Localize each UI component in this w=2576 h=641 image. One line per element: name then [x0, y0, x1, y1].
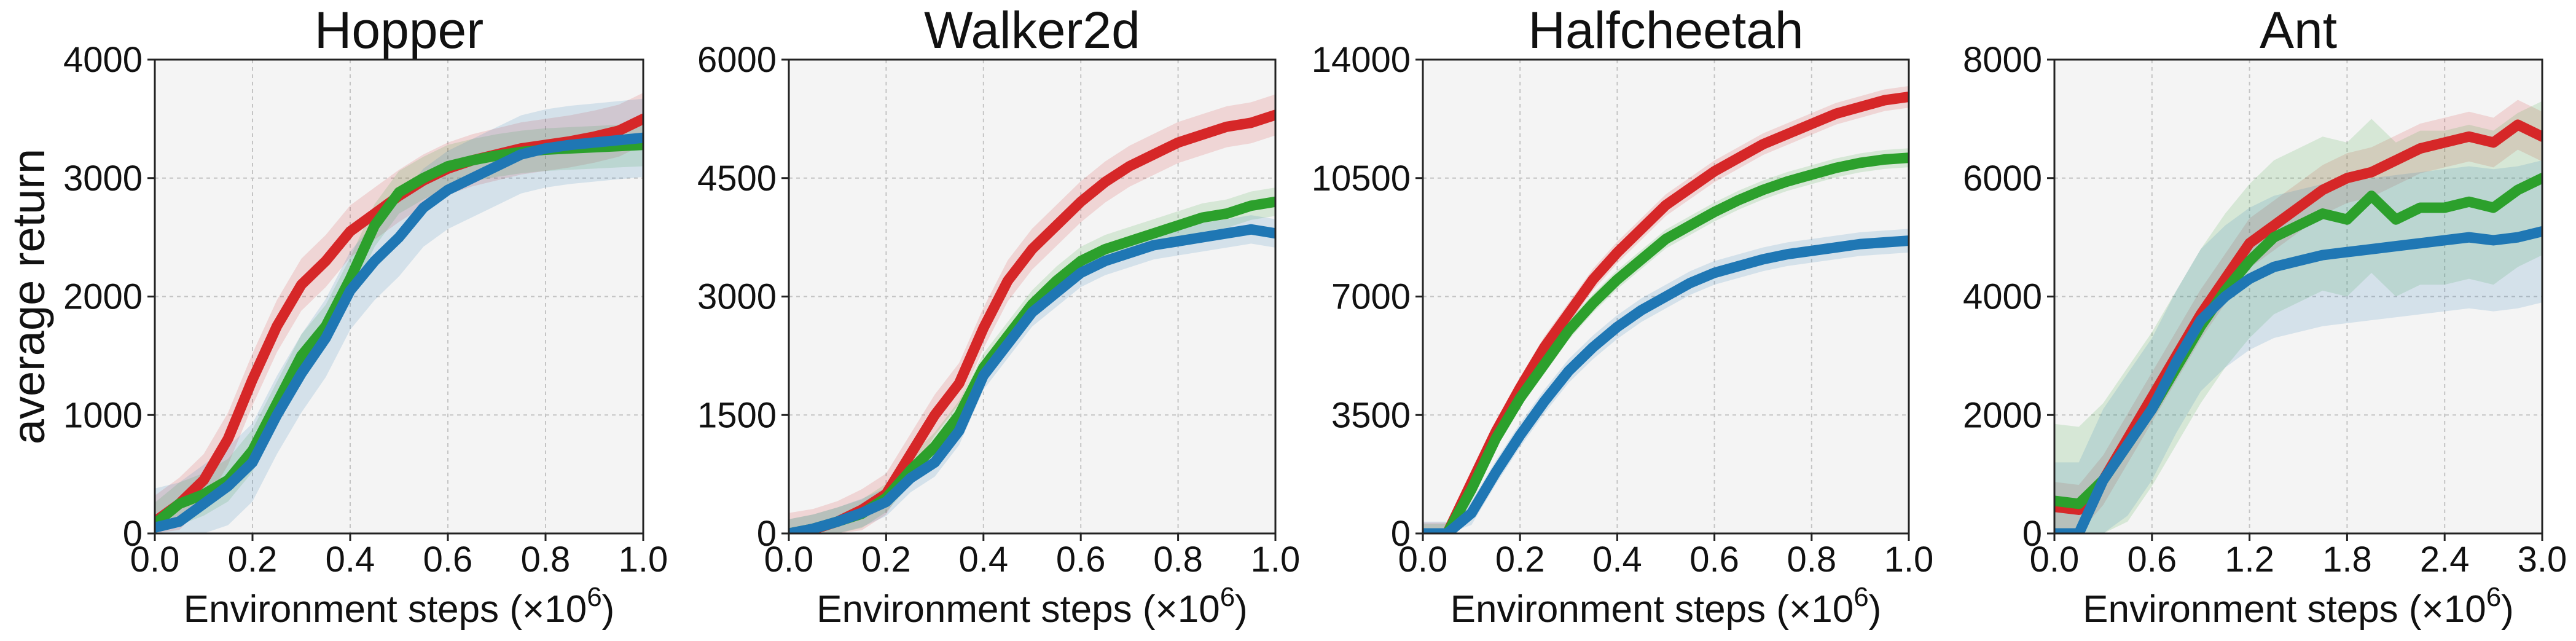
panel-ant: 0.0 0.6 1.2 1.8 2.4 3.0 0 2000 4000 6000 8000 Ant En…	[1963, 1, 2567, 631]
x-axis-label: Environment steps (×106)	[2083, 582, 2514, 631]
data-layer	[2054, 100, 2542, 533]
x-tick-label: 0.2	[861, 540, 911, 580]
x-axis-label-text: Environment steps (×10	[816, 588, 1220, 631]
x-axis-label-text: Environment steps (×10	[1450, 588, 1854, 631]
x-axis-label-exponent: 6	[2486, 582, 2501, 612]
x-axis-label-suffix: )	[2501, 588, 2514, 631]
y-tick-label: 4000	[1963, 277, 2042, 317]
x-tick-label: 0.0	[1398, 540, 1448, 580]
panel-halfcheetah: 0.0 0.2 0.4 0.6 0.8 1.0 0 3500 7000 10500 14000 Hal…	[1312, 1, 1934, 631]
panel-hopper: 0.0 0.2 0.4 0.6 0.8 1.0 0 1000 2000 3000 4000 Hoppe…	[3, 1, 668, 631]
series-line-blue	[155, 132, 643, 533]
x-axis-label-suffix: )	[602, 588, 615, 631]
x-tick-label: 0.6	[1689, 540, 1739, 580]
x-tick-label: 0.0	[130, 540, 180, 580]
y-tick-label: 3000	[63, 159, 143, 199]
x-axis-label-exponent: 6	[587, 582, 601, 612]
series-line-blue	[2054, 226, 2542, 533]
x-tick-label: 1.0	[1251, 540, 1301, 580]
data-layer	[789, 94, 1275, 533]
x-tick-label: 0.4	[1592, 540, 1642, 580]
chart-title: Hopper	[315, 1, 484, 59]
x-axis-label-text: Environment steps (×10	[2083, 588, 2486, 631]
x-axis-label-suffix: )	[1869, 588, 1882, 631]
x-tick-label: 1.2	[2225, 540, 2274, 580]
y-tick-label: 1500	[697, 395, 777, 435]
band-blue	[789, 215, 1275, 533]
x-axis-label: Environment steps (×106)	[184, 582, 615, 631]
chart-title: Ant	[2260, 1, 2337, 59]
y-tick-label: 0	[757, 514, 777, 554]
x-axis-label-exponent: 6	[1854, 582, 1868, 612]
series-line-blue	[789, 224, 1275, 533]
x-axis-label-text: Environment steps (×10	[184, 588, 587, 631]
data-layer	[1423, 85, 1909, 533]
x-axis-label: Environment steps (×106)	[816, 582, 1248, 631]
data-layer	[155, 92, 643, 533]
x-tick-label: 0.6	[1056, 540, 1106, 580]
y-tick-label: 2000	[1963, 395, 2042, 435]
x-axis-label-exponent: 6	[1220, 582, 1235, 612]
x-tick-label: 0.0	[764, 540, 814, 580]
band-green	[789, 187, 1275, 533]
chart-title: Halfcheetah	[1528, 1, 1803, 59]
panel-walker2d: 0.0 0.2 0.4 0.6 0.8 1.0 0 1500 3000 4500 6000 Walke…	[697, 1, 1300, 631]
y-tick-label: 10500	[1312, 159, 1411, 199]
y-tick-label: 8000	[1963, 40, 2042, 80]
y-tick-label: 6000	[697, 40, 777, 80]
x-tick-label: 0.4	[958, 540, 1008, 580]
x-tick-label: 1.0	[1884, 540, 1934, 580]
band-blue	[2054, 160, 2542, 533]
y-tick-label: 4000	[63, 40, 143, 80]
x-axis-label-suffix: )	[1235, 588, 1248, 631]
x-tick-label: 0.6	[423, 540, 473, 580]
x-tick-label: 0.2	[228, 540, 278, 580]
y-tick-label: 0	[2022, 514, 2042, 554]
y-tick-label: 0	[1391, 514, 1411, 554]
y-tick-label: 1000	[63, 395, 143, 435]
y-tick-label: 4500	[697, 159, 777, 199]
y-tick-label: 14000	[1312, 40, 1411, 80]
x-tick-label: 0.0	[2030, 540, 2080, 580]
y-tick-label: 6000	[1963, 159, 2042, 199]
x-tick-label: 0.2	[1495, 540, 1545, 580]
x-tick-label: 2.4	[2420, 540, 2470, 580]
series-line-blue	[1423, 235, 1909, 533]
y-tick-label: 3000	[697, 277, 777, 317]
x-tick-label: 0.8	[1153, 540, 1203, 580]
y-axis-label: average return	[3, 149, 54, 444]
x-tick-label: 0.8	[521, 540, 571, 580]
y-tick-label: 3500	[1331, 395, 1411, 435]
y-tick-label: 2000	[63, 277, 143, 317]
y-tick-label: 7000	[1331, 277, 1411, 317]
x-tick-label: 0.8	[1787, 540, 1836, 580]
x-axis-label: Environment steps (×106)	[1450, 582, 1882, 631]
x-tick-label: 0.4	[326, 540, 375, 580]
x-tick-label: 0.6	[2127, 540, 2177, 580]
chart-title: Walker2d	[924, 1, 1140, 59]
x-tick-label: 3.0	[2518, 540, 2567, 580]
band-red	[789, 94, 1275, 533]
x-tick-label: 1.0	[619, 540, 668, 580]
series-line-green	[1423, 152, 1909, 533]
x-tick-label: 1.8	[2322, 540, 2372, 580]
y-tick-label: 0	[123, 514, 143, 554]
